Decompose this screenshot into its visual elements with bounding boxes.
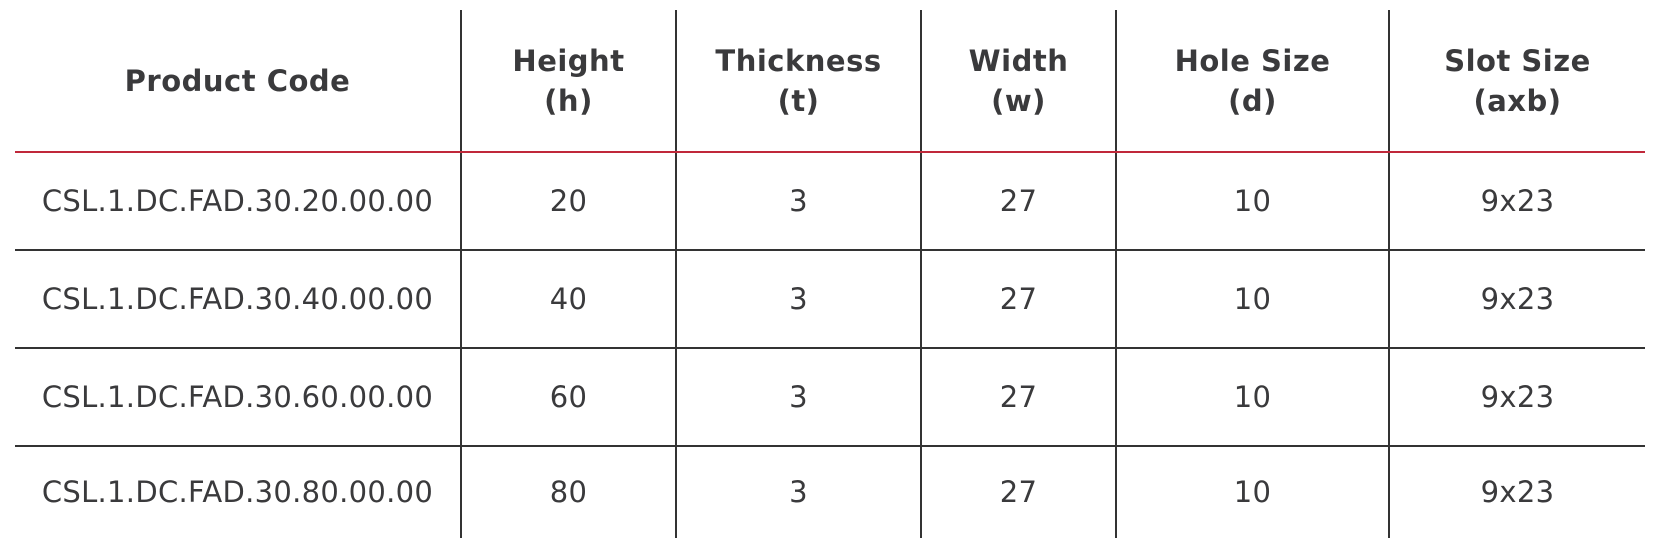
row-divider-rule [15,347,1645,349]
header-height: Height (h) [460,10,675,152]
header-unit: (h) [544,84,593,118]
cell-value: 9x23 [1480,475,1555,509]
cell-value: 9x23 [1480,380,1555,414]
cell-value: 27 [999,282,1038,316]
cell-value: 40 [549,282,588,316]
cell-value: 3 [789,380,808,414]
header-hole-size: Hole Size (d) [1115,10,1388,152]
header-thickness: Thickness (t) [675,10,920,152]
cell-height: 80 [460,446,675,538]
row-divider-rule [15,445,1645,447]
header-label: Hole Size [1174,44,1331,78]
cell-product-code: CSL.1.DC.FAD.30.80.00.00 [15,446,460,538]
cell-width: 27 [920,152,1115,250]
cell-slot-size: 9x23 [1388,348,1645,446]
table-row: CSL.1.DC.FAD.30.80.00.00 80 3 27 10 9x23 [15,446,1645,538]
cell-slot-size: 9x23 [1388,250,1645,348]
header-unit: (axb) [1473,84,1562,118]
cell-value: 10 [1233,184,1272,218]
cell-value: 10 [1233,475,1272,509]
cell-hole-size: 10 [1115,250,1388,348]
table-row: CSL.1.DC.FAD.30.60.00.00 60 3 27 10 9x23 [15,348,1645,446]
header-label: Slot Size [1444,44,1591,78]
cell-height: 40 [460,250,675,348]
cell-slot-size: 9x23 [1388,152,1645,250]
cell-value: CSL.1.DC.FAD.30.20.00.00 [41,184,434,218]
header-label: Product Code [124,64,351,98]
cell-value: 27 [999,184,1038,218]
cell-product-code: CSL.1.DC.FAD.30.20.00.00 [15,152,460,250]
cell-thickness: 3 [675,348,920,446]
cell-width: 27 [920,446,1115,538]
cell-value: 3 [789,475,808,509]
cell-width: 27 [920,348,1115,446]
cell-height: 60 [460,348,675,446]
cell-product-code: CSL.1.DC.FAD.30.40.00.00 [15,250,460,348]
row-divider-rule [15,249,1645,251]
header-slot-size: Slot Size (axb) [1388,10,1645,152]
header-product-code: Product Code [15,10,460,152]
cell-slot-size: 9x23 [1388,446,1645,538]
header-width: Width (w) [920,10,1115,152]
product-spec-table: Product Code Height (h) Thickness (t) Wi… [15,10,1645,538]
header-label: Width [968,44,1069,78]
cell-thickness: 3 [675,446,920,538]
cell-value: 10 [1233,380,1272,414]
table-header-row: Product Code Height (h) Thickness (t) Wi… [15,10,1645,152]
cell-value: CSL.1.DC.FAD.30.60.00.00 [41,380,434,414]
header-unit: (w) [991,84,1046,118]
cell-thickness: 3 [675,152,920,250]
cell-value: 27 [999,380,1038,414]
cell-value: CSL.1.DC.FAD.30.40.00.00 [41,282,434,316]
header-label: Thickness [715,44,882,78]
table-row: CSL.1.DC.FAD.30.20.00.00 20 3 27 10 9x23 [15,152,1645,250]
cell-height: 20 [460,152,675,250]
cell-value: 9x23 [1480,282,1555,316]
cell-width: 27 [920,250,1115,348]
header-unit: (t) [777,84,820,118]
cell-thickness: 3 [675,250,920,348]
cell-value: 10 [1233,282,1272,316]
cell-value: 27 [999,475,1038,509]
cell-value: CSL.1.DC.FAD.30.80.00.00 [41,475,434,509]
header-divider-rule [15,151,1645,153]
cell-value: 3 [789,184,808,218]
header-label: Height [512,44,625,78]
table-row: CSL.1.DC.FAD.30.40.00.00 40 3 27 10 9x23 [15,250,1645,348]
cell-hole-size: 10 [1115,446,1388,538]
cell-value: 60 [549,380,588,414]
header-unit: (d) [1228,84,1277,118]
cell-product-code: CSL.1.DC.FAD.30.60.00.00 [15,348,460,446]
cell-value: 3 [789,282,808,316]
cell-value: 80 [549,475,588,509]
cell-value: 20 [549,184,588,218]
cell-hole-size: 10 [1115,348,1388,446]
cell-value: 9x23 [1480,184,1555,218]
cell-hole-size: 10 [1115,152,1388,250]
